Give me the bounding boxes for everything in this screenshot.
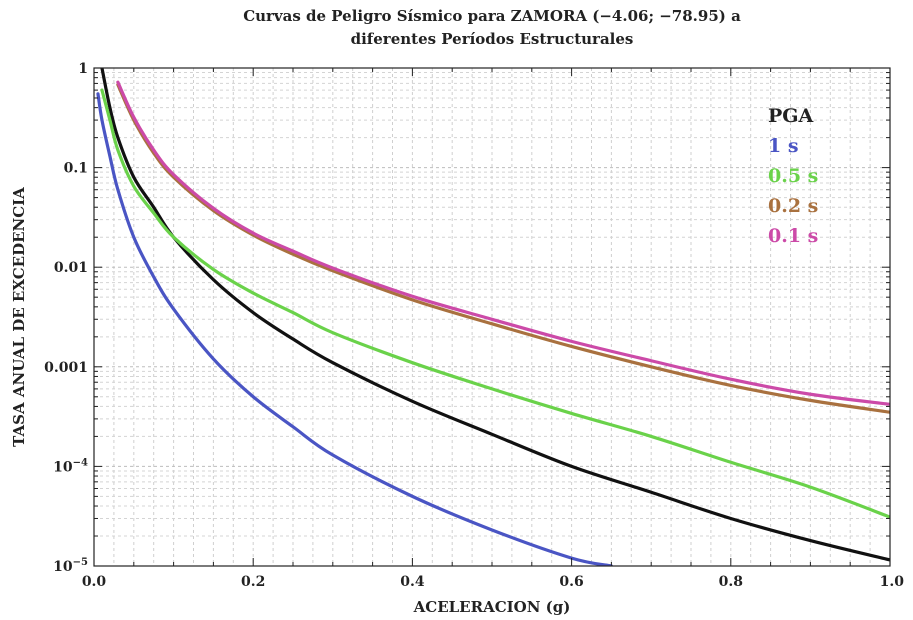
legend-entry-pga: PGA — [768, 105, 814, 127]
y-tick-label: 10−4 — [53, 457, 88, 475]
tick-marks — [94, 68, 890, 566]
x-tick-label: 0.8 — [719, 574, 743, 590]
legend-entry-0-5-s: 0.5 s — [768, 165, 818, 187]
series-line-0-5-s — [100, 88, 890, 519]
legend-entry-0-1-s: 0.1 s — [768, 225, 818, 247]
y-tick-labels: 1 0.1 0.01 0.001 10−4 10−5 — [44, 61, 88, 575]
x-tick-label: 0.4 — [400, 574, 425, 590]
y-tick-label: 1 — [78, 61, 88, 77]
grid-lines — [94, 68, 890, 566]
x-tick-label: 0.2 — [241, 574, 265, 590]
series-line-pga — [100, 68, 890, 562]
x-tick-label: 0.6 — [559, 574, 583, 590]
legend: PGA 1 s 0.5 s 0.2 s 0.1 s — [768, 105, 818, 247]
legend-entry-0-2-s: 0.2 s — [768, 195, 818, 217]
series-line-1-s — [96, 92, 613, 566]
x-tick-label: 0.0 — [82, 574, 107, 590]
x-axis-label: ACELERACION (g) — [413, 598, 571, 616]
chart-title-line1: Curvas de Peligro Sísmico para ZAMORA (−… — [243, 7, 741, 25]
series-line-0-1-s — [116, 80, 890, 406]
legend-entry-1-s: 1 s — [768, 135, 799, 157]
y-axis-label: TASA ANUAL DE EXCEDENCIA — [10, 187, 28, 447]
chart-title-line2: diferentes Períodos Estructurales — [351, 30, 634, 48]
y-tick-label: 0.1 — [64, 161, 88, 177]
series-layer — [96, 68, 890, 566]
x-tick-label: 1.0 — [880, 574, 905, 590]
y-tick-label: 0.001 — [44, 360, 88, 376]
series-line-0-2-s — [116, 83, 890, 414]
x-tick-labels: 0.0 0.2 0.4 0.6 0.8 1.0 — [82, 574, 904, 590]
y-tick-label: 10−5 — [53, 557, 88, 575]
y-tick-label: 0.01 — [54, 260, 88, 276]
